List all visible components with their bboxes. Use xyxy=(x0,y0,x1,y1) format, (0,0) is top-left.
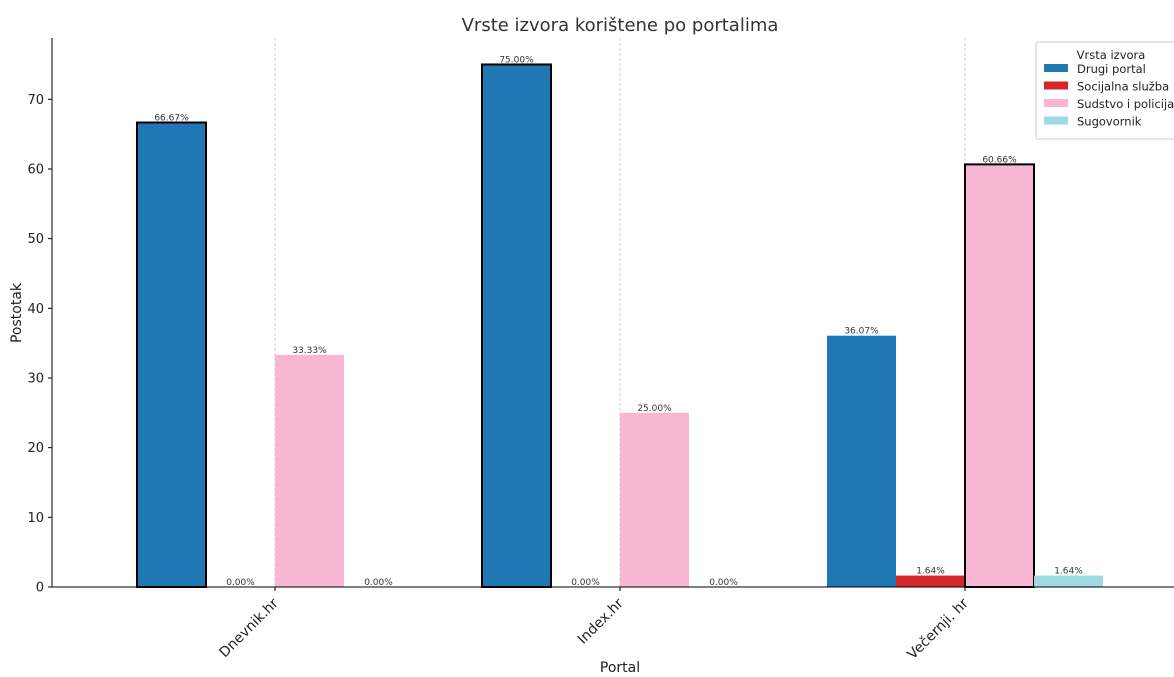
x-tick-label: Dnevnik.hr xyxy=(216,595,282,661)
bar-value-label: 1.64% xyxy=(1054,567,1083,577)
bar xyxy=(136,121,207,589)
x-tick-label: Index.hr xyxy=(575,595,627,647)
bar-value-label: 0.00% xyxy=(571,578,600,588)
bar xyxy=(275,354,344,587)
legend-entry: Socijalna služba xyxy=(1077,80,1169,94)
bar xyxy=(964,163,1035,588)
y-tick-label: 30 xyxy=(27,371,44,386)
legend-swatch xyxy=(1044,81,1068,90)
y-tick-label: 10 xyxy=(27,511,44,526)
legend-frame xyxy=(1035,41,1174,140)
legend-entry: Drugi portal xyxy=(1077,62,1146,76)
x-tick-label: Večernji. hr xyxy=(905,595,972,662)
bar-value-label: 60.66% xyxy=(982,155,1017,165)
y-tick-label: 60 xyxy=(27,162,44,177)
legend-entry: Sugovornik xyxy=(1077,115,1142,129)
bar-value-label: 0.00% xyxy=(226,578,255,588)
y-tick-label: 50 xyxy=(27,232,44,247)
bar-value-label: 0.00% xyxy=(709,578,738,588)
x-axis: Dnevnik.hr Index.hr Večernji. hr xyxy=(52,586,1174,663)
y-axis: 0 10 20 30 40 50 60 70 xyxy=(27,38,53,596)
bar-labels: 66.67% 75.00% 36.07% 0.00% 0.00% 1.64% 33.33% 2… xyxy=(154,55,1083,588)
legend-entry: Sudstvo i policija xyxy=(1077,97,1174,111)
bar-value-label: 33.33% xyxy=(292,346,327,356)
x-axis-label: Portal xyxy=(600,660,640,676)
y-tick-label: 70 xyxy=(27,93,44,108)
bar xyxy=(896,575,965,587)
bar xyxy=(481,63,552,589)
bar xyxy=(620,412,689,587)
bar-value-label: 1.64% xyxy=(916,567,945,577)
bar-value-label: 36.07% xyxy=(844,327,879,337)
legend: Vrsta izvora Drugi portal Socijalna služb… xyxy=(1035,41,1174,140)
bar xyxy=(827,335,896,587)
legend-title: Vrsta izvora xyxy=(1077,48,1146,62)
legend-swatch xyxy=(1044,64,1068,72)
y-tick-label: 20 xyxy=(27,441,44,456)
y-axis-label: Postotak xyxy=(9,282,25,343)
bars xyxy=(136,63,1103,589)
chart-title: Vrste izvora korištene po portalima xyxy=(462,15,779,36)
bar xyxy=(1034,575,1103,587)
y-tick-label: 40 xyxy=(27,302,44,317)
bar-value-label: 66.67% xyxy=(154,114,189,124)
y-tick-label: 0 xyxy=(36,581,44,596)
bar-value-label: 25.00% xyxy=(637,404,672,414)
legend-swatch xyxy=(1044,99,1068,107)
bar-value-label: 0.00% xyxy=(364,578,393,588)
legend-swatch xyxy=(1044,116,1068,125)
bar-value-label: 75.00% xyxy=(499,55,534,65)
